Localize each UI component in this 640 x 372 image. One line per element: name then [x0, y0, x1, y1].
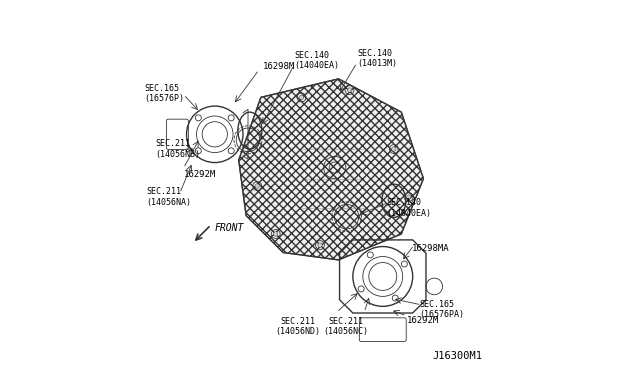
- Text: 16298M: 16298M: [263, 61, 295, 71]
- Circle shape: [255, 184, 259, 188]
- Circle shape: [392, 147, 396, 151]
- Text: SEC.165
(16576PA): SEC.165 (16576PA): [420, 300, 465, 320]
- Text: SEC.140
(14013M): SEC.140 (14013M): [357, 49, 397, 68]
- Text: J16300M1: J16300M1: [433, 351, 483, 361]
- Circle shape: [348, 88, 352, 92]
- Circle shape: [273, 232, 278, 236]
- Text: FRONT: FRONT: [215, 224, 244, 234]
- Circle shape: [300, 95, 304, 100]
- Text: 16298MA: 16298MA: [412, 244, 450, 253]
- Text: SEC.140
(14040EA): SEC.140 (14040EA): [387, 198, 431, 218]
- Text: 16292M: 16292M: [184, 170, 216, 179]
- Text: SEC.211
(14056NC): SEC.211 (14056NC): [323, 317, 369, 336]
- Text: 16292M: 16292M: [407, 316, 439, 325]
- Text: SEC.140
(14040EA): SEC.140 (14040EA): [294, 51, 339, 70]
- Text: SEC.211
(14056NB): SEC.211 (14056NB): [156, 140, 201, 159]
- Text: SEC.165
(16576P): SEC.165 (16576P): [145, 84, 184, 103]
- Circle shape: [406, 195, 411, 199]
- Text: SEC.211
(14056NA): SEC.211 (14056NA): [147, 187, 191, 207]
- Polygon shape: [239, 79, 424, 260]
- Circle shape: [318, 243, 322, 247]
- Text: SEC.211
(14056ND): SEC.211 (14056ND): [275, 317, 321, 336]
